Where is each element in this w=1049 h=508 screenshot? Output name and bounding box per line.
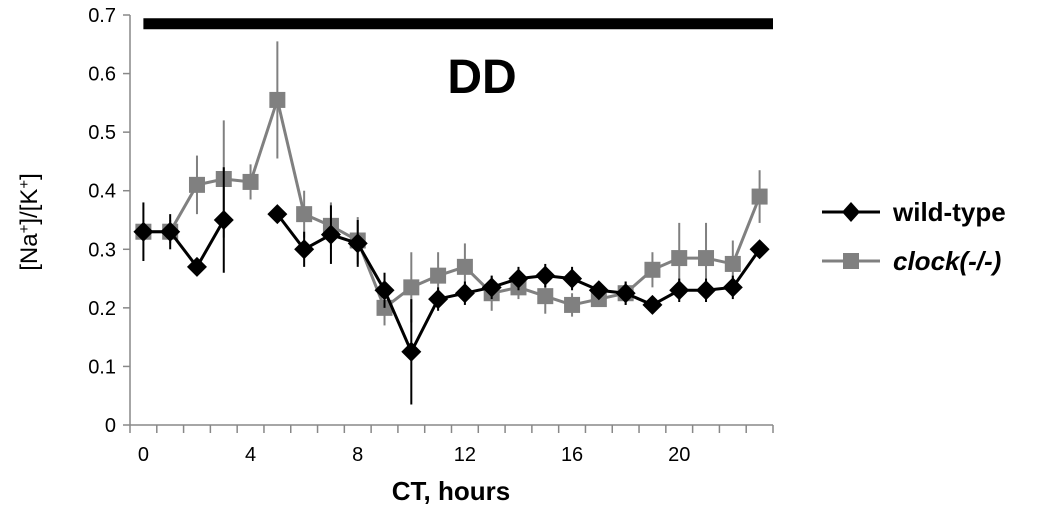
series-wild-type bbox=[133, 167, 770, 405]
x-tick-label: 20 bbox=[668, 444, 690, 466]
data-point-diamond bbox=[213, 210, 234, 230]
data-point-square bbox=[188, 176, 205, 193]
data-point-square bbox=[430, 267, 447, 284]
y-tick-label: 0.6 bbox=[88, 64, 116, 86]
legend-diamond-marker bbox=[842, 202, 860, 222]
data-point-diamond bbox=[696, 280, 717, 301]
axes-layer: 0 0.1 0.2 0.3 0.4 0.5 0.6 0.7 0 4 8 12 16 20 bbox=[88, 5, 774, 466]
x-tick-label: 12 bbox=[454, 444, 476, 466]
y-tick-label: 0.5 bbox=[88, 122, 116, 144]
y-tick-label: 0.4 bbox=[88, 181, 116, 203]
data-point-square bbox=[751, 188, 768, 205]
data-point-square bbox=[537, 288, 554, 305]
data-point-square bbox=[456, 258, 473, 275]
data-point-diamond bbox=[401, 341, 422, 362]
y-tick-label: 0.1 bbox=[88, 356, 116, 378]
data-point-square bbox=[671, 250, 688, 267]
data-point-diamond bbox=[562, 268, 583, 289]
x-tick-label: 4 bbox=[245, 444, 256, 466]
data-point-diamond bbox=[615, 283, 636, 304]
legend: wild-type clock(-/-) bbox=[822, 197, 1006, 276]
data-point-diamond bbox=[722, 277, 743, 298]
data-point-square bbox=[724, 255, 741, 272]
y-axis-title: [Na+]/[K+] bbox=[16, 173, 44, 271]
data-point-diamond bbox=[481, 277, 502, 298]
data-point-diamond bbox=[749, 239, 770, 260]
data-point-diamond bbox=[642, 294, 663, 315]
data-point-square bbox=[403, 279, 420, 296]
data-point-diamond bbox=[535, 265, 556, 286]
data-point-square bbox=[269, 91, 286, 108]
data-point-diamond bbox=[186, 256, 207, 277]
data-point-diamond bbox=[508, 268, 529, 289]
data-point-diamond bbox=[454, 283, 475, 304]
data-point-square bbox=[296, 206, 313, 223]
y-tick-label: 0 bbox=[105, 415, 116, 437]
x-axis-title: CT, hours bbox=[392, 476, 510, 506]
series-line bbox=[143, 94, 761, 311]
data-point-diamond bbox=[294, 239, 315, 260]
data-point-diamond bbox=[160, 221, 181, 242]
data-point-square bbox=[698, 250, 715, 267]
legend-item-wild-type: wild-type bbox=[822, 197, 1006, 227]
data-point-diamond bbox=[347, 233, 368, 254]
legend-item-clock: clock(-/-) bbox=[822, 246, 1001, 276]
y-tick-label: 0.7 bbox=[88, 5, 116, 27]
data-point-diamond bbox=[267, 204, 288, 225]
data-point-square bbox=[242, 173, 259, 190]
data-point-diamond bbox=[669, 280, 690, 301]
data-point-diamond bbox=[133, 221, 154, 242]
data-point-diamond bbox=[428, 289, 449, 310]
data-point-diamond bbox=[374, 280, 395, 301]
legend-label-wild-type: wild-type bbox=[892, 197, 1006, 227]
data-point-diamond bbox=[588, 280, 609, 301]
y-tick-label: 0.2 bbox=[88, 298, 116, 320]
dd-annotation: DD bbox=[447, 51, 516, 104]
series-line bbox=[143, 219, 226, 270]
data-point-square bbox=[564, 296, 581, 313]
data-point-diamond bbox=[320, 224, 341, 245]
series-layer bbox=[133, 41, 770, 405]
y-tick-label: 0.3 bbox=[88, 239, 116, 261]
legend-label-clock: clock(-/-) bbox=[893, 246, 1001, 276]
x-tick-label: 16 bbox=[561, 444, 583, 466]
x-tick-label: 0 bbox=[138, 444, 149, 466]
legend-square-marker bbox=[843, 253, 859, 269]
data-point-square bbox=[644, 261, 661, 278]
x-tick-label: 8 bbox=[352, 444, 363, 466]
